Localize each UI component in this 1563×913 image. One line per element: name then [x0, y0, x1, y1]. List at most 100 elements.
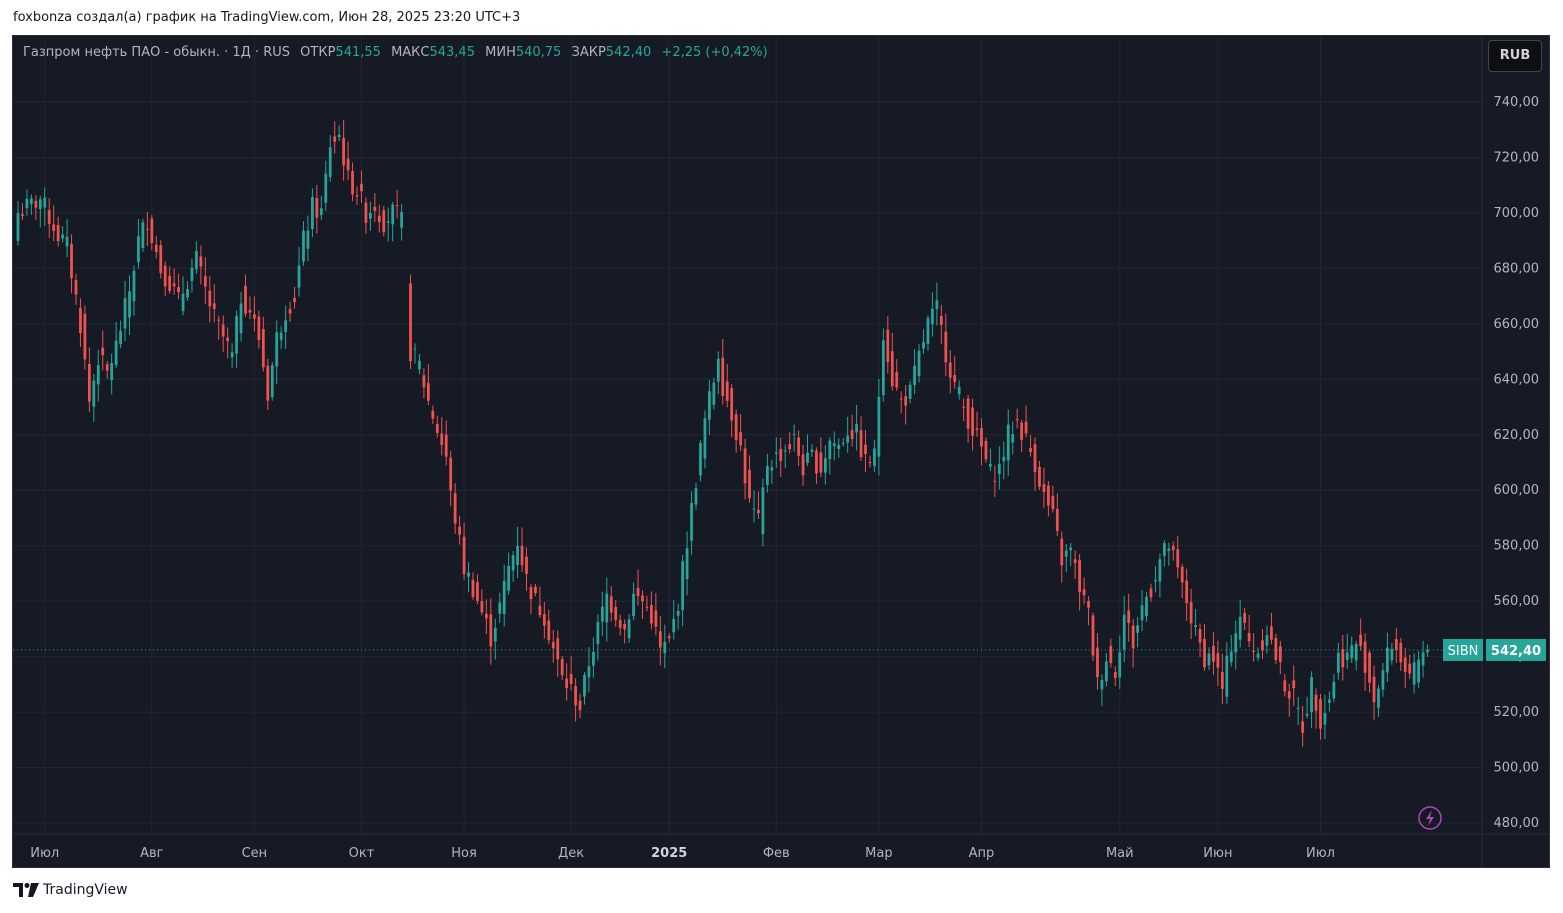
candle-body — [1104, 661, 1108, 682]
candle-body — [583, 674, 586, 697]
x-tick-label: Сен — [242, 846, 268, 861]
y-tick-label: 580,00 — [1494, 539, 1540, 554]
candle-body — [828, 440, 832, 460]
y-tick-label: 480,00 — [1494, 816, 1540, 831]
candle-body — [899, 398, 903, 400]
candle-body — [797, 437, 800, 456]
candle-body — [1256, 653, 1260, 658]
candle-body — [52, 224, 56, 231]
candle-body — [520, 545, 524, 566]
candle-body — [1363, 641, 1367, 673]
candle-body — [328, 147, 332, 178]
legend-symbol: Газпром нефть ПАО - обыкн. · 1Д · RUS — [23, 45, 291, 60]
candle-body — [1278, 646, 1282, 663]
candle-body — [1113, 672, 1117, 679]
candle-body — [806, 452, 809, 463]
candle-body — [1238, 616, 1242, 640]
candle-body — [1149, 588, 1153, 598]
candle-body — [774, 452, 778, 454]
candle-body — [574, 686, 577, 706]
y-tick-label: 680,00 — [1494, 261, 1540, 276]
candle-body — [279, 332, 283, 340]
candle-body — [1073, 559, 1077, 564]
candle-body — [386, 221, 390, 223]
candle-body — [199, 256, 203, 267]
candle-body — [810, 449, 814, 452]
candle-body — [128, 291, 131, 318]
candle-body — [904, 396, 908, 406]
candle-body — [935, 300, 939, 310]
candle-body — [1412, 662, 1416, 685]
candle-body — [989, 463, 992, 467]
candle-body — [288, 309, 292, 314]
y-tick-label: 500,00 — [1494, 761, 1540, 776]
x-tick-label: Авг — [140, 846, 164, 861]
candle-body — [1368, 652, 1371, 683]
legend-high-value: 543,45 — [429, 45, 475, 60]
legend-close-label: ЗАКР — [571, 45, 606, 60]
candle-body — [132, 270, 136, 302]
candle-body — [248, 310, 252, 313]
candle-body — [1203, 638, 1206, 668]
candle-body — [1171, 546, 1175, 551]
candle-body — [855, 423, 858, 433]
candle-body — [484, 613, 488, 619]
candle-body — [1162, 543, 1166, 556]
candle-body — [783, 450, 787, 452]
candle-body — [980, 428, 983, 447]
candle-body — [123, 298, 127, 329]
candle-body — [159, 245, 163, 273]
candle-body — [868, 462, 872, 464]
candle-body — [1176, 549, 1180, 568]
currency-button[interactable]: RUB — [1488, 40, 1542, 72]
candle-body — [542, 614, 546, 626]
candle-body — [623, 624, 627, 630]
candle-body — [779, 449, 783, 461]
candle-body — [1265, 635, 1269, 646]
tradingview-footer[interactable]: TradingView — [13, 882, 128, 898]
candle-body — [1359, 634, 1363, 647]
lightning-icon[interactable] — [1418, 806, 1442, 830]
candle-body — [61, 234, 64, 239]
candle-body — [1305, 713, 1309, 716]
candle-body — [966, 398, 970, 429]
legend-change: +2,25 (+0,42%) — [661, 45, 768, 60]
candle-body — [757, 509, 760, 514]
candle-body — [699, 442, 702, 476]
candle-body — [449, 457, 453, 491]
candle-body — [311, 197, 314, 229]
candle-body — [565, 678, 569, 689]
candle-body — [841, 442, 845, 444]
candle-body — [65, 236, 69, 247]
candle-body — [101, 347, 105, 356]
chart-legend: Газпром нефть ПАО - обыкн. · 1Д · RUS ОТ… — [23, 45, 768, 60]
candle-body — [221, 324, 225, 337]
candle-body — [877, 396, 881, 457]
candle-body — [832, 443, 836, 447]
candle-body — [944, 331, 948, 363]
candle-body — [110, 363, 114, 381]
candle-body — [1421, 652, 1425, 666]
candle-body — [141, 222, 145, 249]
candle-body — [1122, 614, 1126, 650]
candle-body — [319, 208, 323, 216]
candle-body — [1252, 650, 1255, 652]
candle-body — [1087, 601, 1090, 608]
candle-body — [1399, 642, 1403, 663]
candle-body — [444, 434, 448, 457]
candle-body — [578, 700, 582, 711]
x-tick-label: Ноя — [451, 846, 477, 861]
candle-body — [476, 582, 479, 601]
candle-body — [1020, 422, 1024, 440]
candle-body — [1426, 649, 1429, 653]
candle-body — [948, 362, 952, 378]
candle-body — [819, 452, 823, 473]
candle-body — [1292, 680, 1296, 689]
candle-body — [663, 642, 667, 654]
tradingview-logo-icon — [13, 883, 39, 897]
candle-body — [1189, 602, 1193, 624]
candle-body — [1345, 652, 1349, 660]
candle-body — [609, 596, 613, 613]
candle-body — [409, 283, 412, 362]
